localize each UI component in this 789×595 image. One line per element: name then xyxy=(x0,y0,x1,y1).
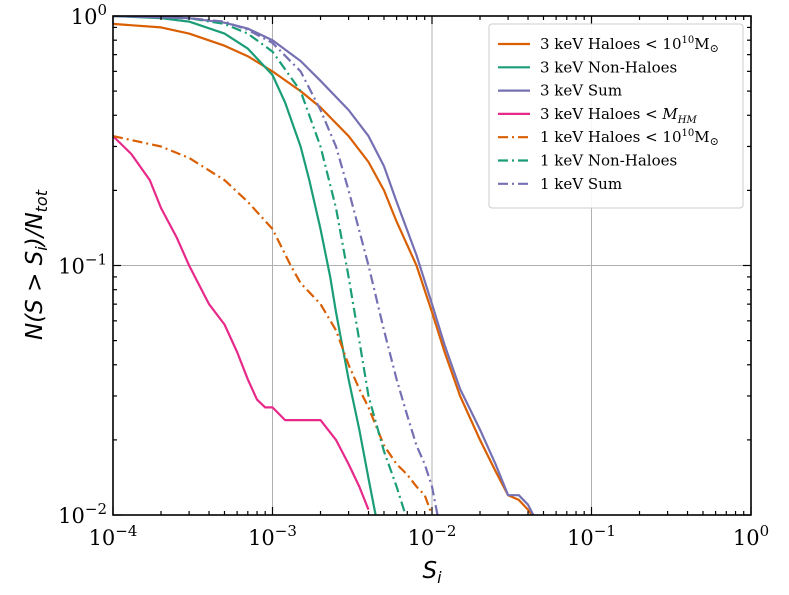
tick-marks xyxy=(112,15,752,516)
x-axis-title: Si xyxy=(422,558,442,587)
legend: 3 keV Haloes < 1010M⊙ 3 keV Non-Haloes 3 k… xyxy=(488,23,744,209)
legend-label-1kev-nonhaloes: 1 keV Non-Haloes xyxy=(540,152,677,170)
legend-label-3kev-sum: 3 keV Sum xyxy=(540,82,622,100)
x-tick-label: 10−2 xyxy=(408,522,457,550)
legend-label-3kev-haloes-mhm: 3 keV Haloes < MHM xyxy=(540,105,698,126)
legend-label-1kev-haloes: 1 keV Haloes < 1010M⊙ xyxy=(540,128,719,148)
y-tick-label: 10−1 xyxy=(58,251,107,279)
tick-labels: 10−4 10−3 10−2 10−1 100 10−2 10−1 100 xyxy=(58,1,769,550)
series-line-3kev-nonhaloes xyxy=(113,16,377,515)
series-line-3kev-sum xyxy=(113,16,535,515)
legend-label-3kev-haloes: 3 keV Haloes < 1010M⊙ xyxy=(540,35,719,55)
legend-label-3kev-nonhaloes: 3 keV Non-Haloes xyxy=(540,58,677,76)
y-axis-title: N(S > Si)/Ntot xyxy=(22,189,51,340)
x-tick-label: 10−3 xyxy=(248,522,297,550)
series-line-1kev-haloes xyxy=(113,135,434,515)
series-line-3kev-haloes-mhm xyxy=(113,135,370,511)
legend-label-1kev-sum: 1 keV Sum xyxy=(540,175,622,193)
y-tick-label: 100 xyxy=(71,1,107,29)
series-line-3kev-haloes xyxy=(113,22,534,515)
series-group xyxy=(113,16,535,515)
x-tick-label: 10−4 xyxy=(89,522,138,550)
series-line-1kev-nonhaloes xyxy=(113,16,407,515)
x-tick-label: 100 xyxy=(733,522,769,550)
x-tick-label: 10−1 xyxy=(567,522,616,550)
series-line-1kev-sum xyxy=(113,16,439,515)
legend-box xyxy=(488,23,744,209)
y-tick-label: 10−2 xyxy=(58,500,107,528)
